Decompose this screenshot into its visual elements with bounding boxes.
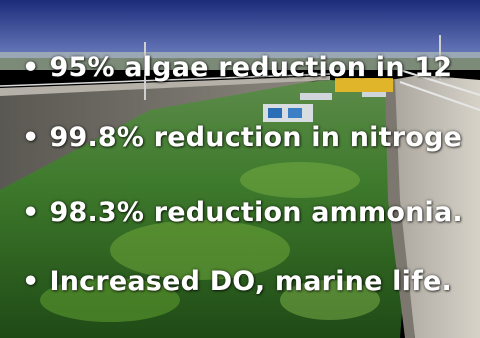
bullet-item: • 99.8% reduction in nitroge bbox=[22, 122, 462, 153]
bullet-text: Increased DO, marine life. bbox=[49, 266, 453, 297]
bullet-marker: • bbox=[22, 266, 40, 297]
bullet-marker: • bbox=[22, 122, 40, 153]
bullet-text: 98.3% reduction ammonia. bbox=[49, 197, 463, 228]
bullet-marker: • bbox=[22, 197, 40, 228]
bullet-text: 99.8% reduction in nitroge bbox=[49, 122, 463, 153]
bullet-marker: • bbox=[22, 52, 40, 83]
bullet-item: • 95% algae reduction in 12 bbox=[22, 52, 452, 83]
bullet-item: • Increased DO, marine life. bbox=[22, 266, 452, 297]
bullet-text: 95% algae reduction in 12 bbox=[49, 52, 453, 83]
bullet-item: • 98.3% reduction ammonia. bbox=[22, 197, 463, 228]
